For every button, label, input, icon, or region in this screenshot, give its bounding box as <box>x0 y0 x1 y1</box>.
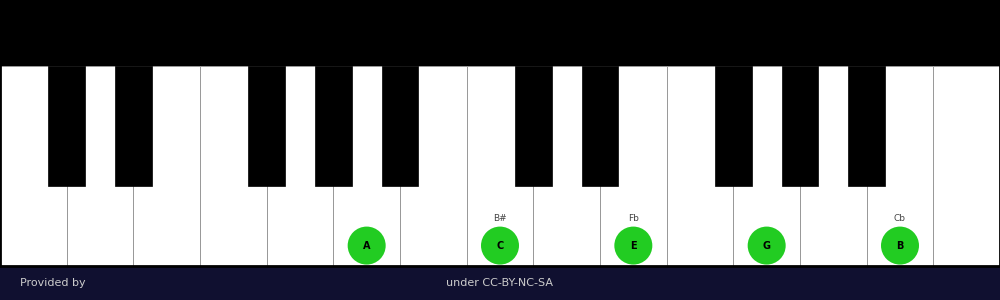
Bar <box>133 66 200 266</box>
Text: Cb: Cb <box>894 214 906 223</box>
Bar <box>582 66 618 186</box>
Text: B: B <box>896 241 904 250</box>
Bar <box>733 66 800 266</box>
Bar <box>600 66 667 266</box>
Bar <box>0 0 1000 66</box>
Ellipse shape <box>748 226 786 265</box>
Bar <box>667 66 733 266</box>
Bar <box>0 0 1000 266</box>
Bar <box>315 66 352 186</box>
Text: Provided by: Provided by <box>20 278 86 288</box>
Bar <box>848 66 885 186</box>
Bar <box>933 66 1000 266</box>
Bar <box>715 66 752 186</box>
Bar <box>0 266 1000 300</box>
Ellipse shape <box>348 226 386 265</box>
Bar <box>533 66 600 266</box>
Text: E: E <box>630 241 637 250</box>
Text: Fb: Fb <box>628 214 639 223</box>
Bar <box>800 66 867 266</box>
Bar <box>115 66 152 186</box>
Bar <box>200 66 267 266</box>
Text: under CC-BY-NC-SA: under CC-BY-NC-SA <box>446 278 554 288</box>
Bar <box>467 66 533 266</box>
Bar <box>400 66 467 266</box>
Bar <box>515 66 552 186</box>
Ellipse shape <box>614 226 652 265</box>
Text: C: C <box>496 241 504 250</box>
Bar <box>48 66 85 186</box>
Ellipse shape <box>881 226 919 265</box>
Text: G: G <box>763 241 771 250</box>
Bar <box>782 66 818 186</box>
Text: A: A <box>363 241 370 250</box>
Bar <box>67 66 133 266</box>
Bar <box>867 66 933 266</box>
Bar <box>0 66 67 266</box>
Bar <box>267 66 333 266</box>
Text: B#: B# <box>493 214 507 223</box>
Bar <box>382 66 418 186</box>
Ellipse shape <box>481 226 519 265</box>
Bar <box>248 66 285 186</box>
Bar <box>333 66 400 266</box>
